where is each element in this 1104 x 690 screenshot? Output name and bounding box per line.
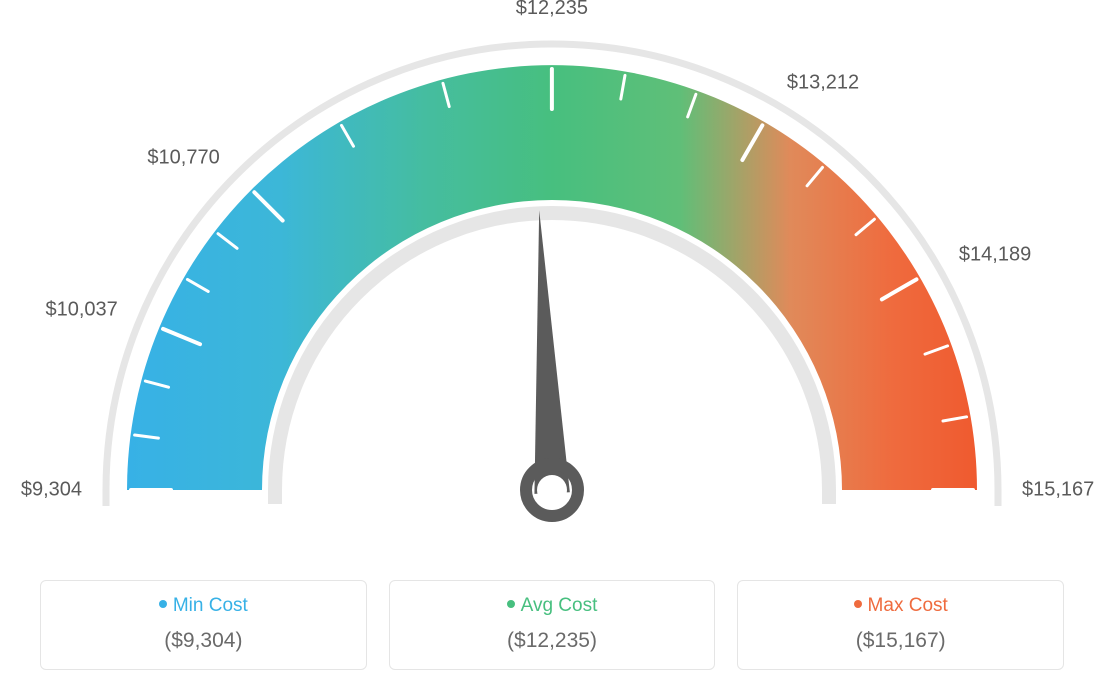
legend-title-max: Max Cost [748,595,1053,617]
gauge-tick-label: $10,037 [45,299,117,322]
legend-title-text: Max Cost [868,595,948,616]
gauge-area: $9,304 $10,037 $10,770 $12,235 $13,212 $14,18… [0,0,1104,540]
legend-value-max: ($15,167) [748,629,1053,653]
gauge-tick-label: $12,235 [516,0,588,20]
gauge-tick-label: $14,189 [959,243,1031,266]
dot-icon [159,600,167,608]
gauge-tick-label: $9,304 [21,479,82,502]
legend-row: Min Cost ($9,304) Avg Cost ($12,235) Max… [40,580,1064,670]
legend-card-avg: Avg Cost ($12,235) [389,580,716,670]
legend-card-max: Max Cost ($15,167) [737,580,1064,670]
cost-gauge-widget: $9,304 $10,037 $10,770 $12,235 $13,212 $14,18… [0,0,1104,690]
legend-card-min: Min Cost ($9,304) [40,580,367,670]
gauge-svg [0,0,1104,540]
dot-icon [507,600,515,608]
dot-icon [854,600,862,608]
gauge-tick-label: $10,770 [147,146,219,169]
legend-title-avg: Avg Cost [400,595,705,617]
legend-value-min: ($9,304) [51,629,356,653]
legend-title-text: Avg Cost [521,595,598,616]
legend-value-avg: ($12,235) [400,629,705,653]
legend-title-text: Min Cost [173,595,248,616]
gauge-tick-label: $15,167 [1022,479,1094,502]
legend-title-min: Min Cost [51,595,356,617]
gauge-tick-label: $13,212 [787,71,859,94]
